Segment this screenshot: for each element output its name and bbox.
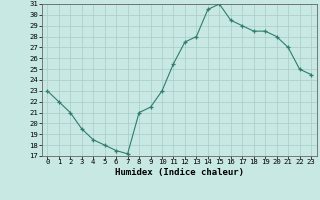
X-axis label: Humidex (Indice chaleur): Humidex (Indice chaleur) xyxy=(115,168,244,177)
